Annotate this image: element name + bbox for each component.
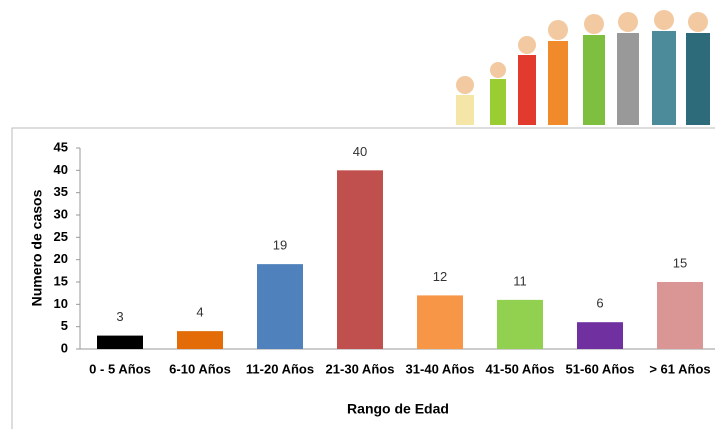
value-label: 40 (353, 144, 367, 159)
y-tick-label: 15 (54, 273, 68, 288)
x-tick-label: 11-20 Años (246, 361, 314, 376)
bar (657, 282, 703, 349)
y-tick-label: 45 (54, 139, 68, 154)
y-tick-label: 10 (54, 296, 68, 311)
y-tick-label: 20 (54, 251, 68, 266)
bar (97, 336, 143, 349)
bar (577, 322, 623, 349)
x-tick-label: 6-10 Años (169, 361, 231, 376)
y-tick-label: 25 (54, 229, 68, 244)
y-tick-label: 35 (54, 184, 68, 199)
page: {"chart_data": {"type": "bar", "x_label"… (0, 0, 715, 429)
people-illustration (456, 10, 710, 125)
x-tick-label: 41-50 Años (486, 361, 555, 376)
x-tick-label: 31-40 Años (406, 361, 475, 376)
x-tick-label: > 61 Años (649, 361, 710, 376)
bar (177, 331, 223, 349)
value-label: 4 (196, 305, 203, 320)
bar (257, 264, 303, 349)
x-tick-label: 0 - 5 Años (89, 361, 151, 376)
y-tick-label: 30 (54, 206, 68, 221)
x-tick-label: 51-60 Años (566, 361, 635, 376)
bar (497, 300, 543, 349)
value-label: 3 (116, 309, 123, 324)
x-tick-label: 21-30 Años (326, 361, 395, 376)
value-label: 6 (596, 296, 603, 311)
bar (417, 295, 463, 349)
value-label: 19 (273, 238, 287, 253)
chart: Numero de casos Rango de Edad 0 5 10 15 20 25… (0, 0, 715, 429)
y-tick-label: 5 (61, 318, 68, 333)
value-label: 12 (433, 269, 447, 284)
y-tick-label: 40 (54, 162, 68, 177)
y-axis-title: Numero de casos (29, 189, 45, 306)
x-axis-title: Rango de Edad (347, 401, 449, 417)
y-tick-label: 0 (61, 340, 68, 355)
value-label: 15 (673, 255, 687, 270)
bar (337, 170, 383, 349)
value-label: 11 (513, 273, 527, 288)
